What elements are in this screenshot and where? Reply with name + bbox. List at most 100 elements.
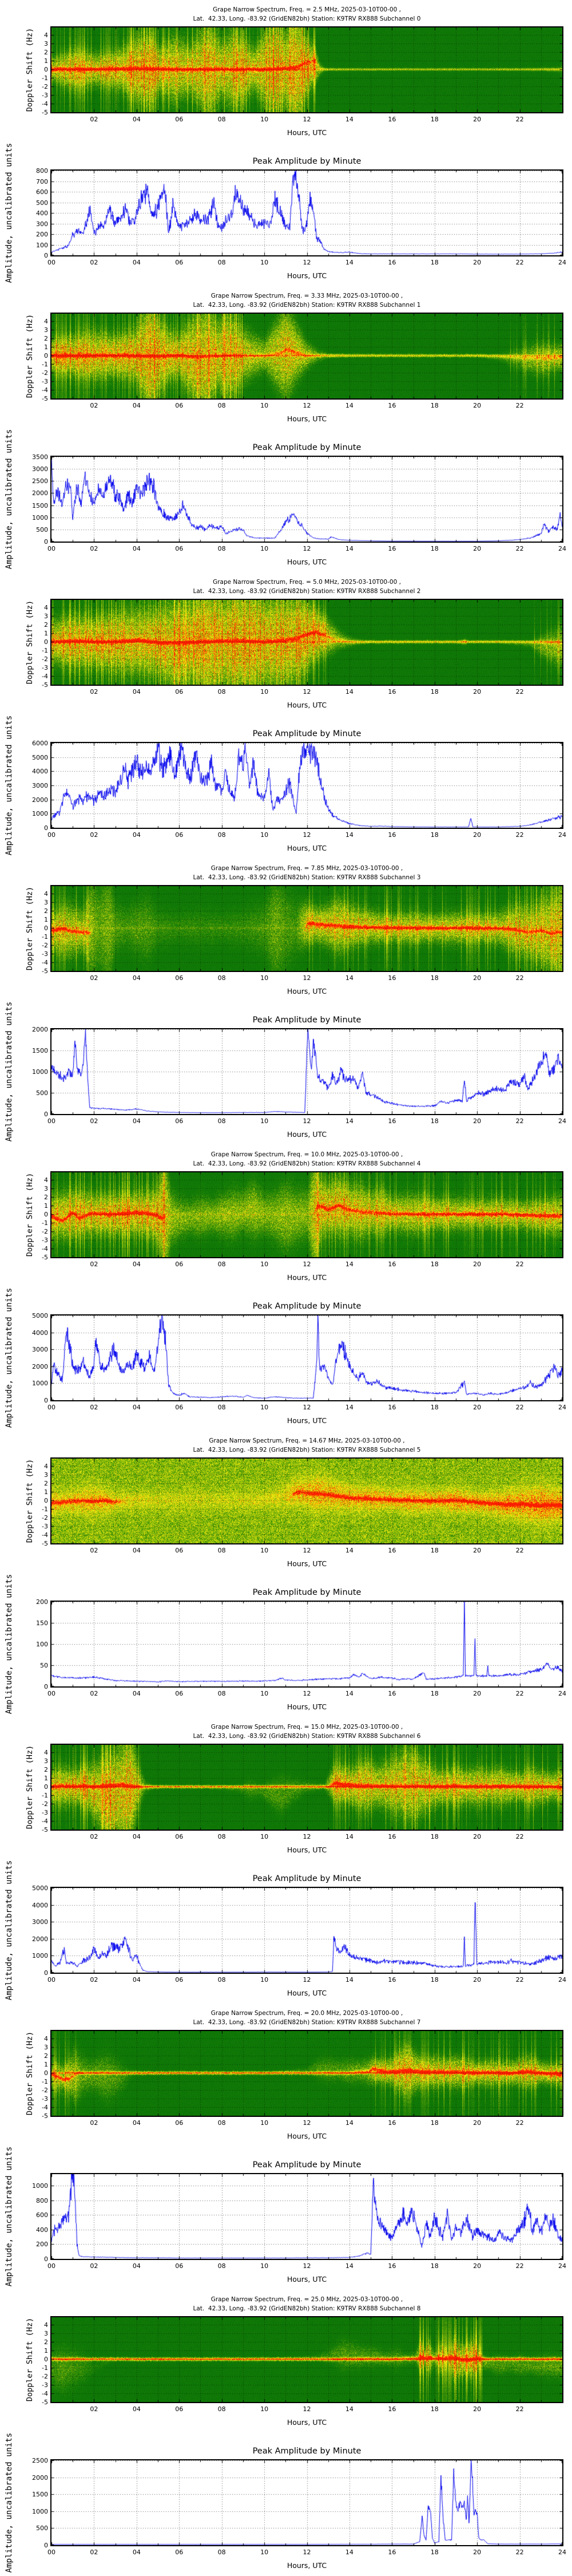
x-tick-label: 04 [132,974,141,982]
line-chart-canvas [50,1601,563,1688]
y-axis-label: Amplitude, uncalibrated units [5,2432,14,2573]
x-tick-label: 00 [47,2262,55,2270]
spectrogram-canvas [50,313,563,400]
y-tick-label: 3 [44,2044,48,2052]
y-tick-label: 5000 [32,1884,48,1892]
y-tick-label: -5 [42,2112,48,2120]
x-tick-label: 04 [132,1976,141,1984]
y-tick-label: 1000 [32,810,48,818]
spectrogram-subchannel-8: Grape Narrow Spectrum, Freq. = 25.0 MHz,… [0,2290,572,2433]
x-tick-label: 08 [217,2405,226,2413]
x-tick-label: 02 [90,2262,98,2270]
x-tick-label: 18 [430,402,439,409]
x-tick-label: 16 [388,2549,396,2556]
x-tick-label: 14 [345,2405,353,2413]
y-tick-label: -5 [42,1254,48,1261]
x-tick-label: 02 [90,1117,98,1125]
x-tick-label: 12 [303,688,311,696]
x-tick-label: 20 [473,2119,482,2127]
x-tick-label: 20 [473,1833,482,1840]
x-tick-label: 18 [430,2119,439,2127]
x-tick-label: 06 [175,1833,184,1840]
y-tick-label: -4 [42,1818,48,1826]
y-tick-label: 800 [36,167,48,175]
y-tick-label: -2 [42,1228,48,1236]
y-tick-label: 100 [36,241,48,249]
peak-amplitude-chart-subchannel-2: Peak Amplitude by Minute Amplitude, uncal… [0,716,572,859]
chart-title-line1: Grape Narrow Spectrum, Freq. = 2.5 MHz, … [213,6,401,13]
x-tick-label: 18 [430,259,439,266]
x-tick-label: 06 [175,1547,184,1554]
x-tick-label: 18 [430,1404,439,1411]
x-tick-label: 18 [430,1833,439,1840]
chart-title-line2: Lat. 42.33, Long. -83.92 (GridEN82bh) St… [193,2019,421,2026]
y-tick-label: 3 [44,1471,48,1479]
x-tick-label: 16 [388,2405,396,2413]
x-tick-label: 16 [388,1547,396,1554]
y-tick-label: 1 [44,630,48,638]
y-tick-label: 50 [40,1662,48,1669]
x-tick-label: 20 [473,2405,482,2413]
x-tick-label: 10 [260,1547,269,1554]
line-chart-canvas [50,2459,563,2546]
x-tick-label: 08 [217,402,226,409]
y-tick-label: 1 [44,1202,48,1210]
x-tick-label: 14 [345,1690,353,1697]
y-tick-label: -4 [42,1531,48,1539]
x-tick-label: 12 [303,2262,311,2270]
y-tick-label: -1 [42,2364,48,2372]
x-tick-label: 02 [90,688,98,696]
x-tick-label: 08 [217,974,226,982]
y-tick-label: -5 [42,681,48,689]
line-chart-canvas [50,1314,563,1401]
y-tick-label: 400 [36,210,48,217]
x-tick-label: 20 [473,2549,482,2556]
x-tick-label: 20 [473,974,482,982]
y-tick-label: 0 [44,1211,48,1219]
y-tick-label: 1 [44,1488,48,1496]
x-tick-label: 02 [90,116,98,123]
x-tick-label: 08 [217,1690,226,1697]
line-chart-canvas [50,1887,563,1974]
x-tick-label: 18 [430,2549,439,2556]
y-tick-label: -2 [42,2087,48,2095]
chart-title-line1: Grape Narrow Spectrum, Freq. = 7.85 MHz,… [210,865,403,872]
x-tick-label: 08 [217,545,226,552]
spectrogram-subchannel-3: Grape Narrow Spectrum, Freq. = 7.85 MHz,… [0,859,572,1002]
x-tick-label: 24 [558,1117,566,1125]
x-tick-label: 22 [515,1833,524,1840]
y-tick-label: 3 [44,326,48,334]
spectrogram-canvas [50,599,563,686]
spectrogram-subchannel-4: Grape Narrow Spectrum, Freq. = 10.0 MHz,… [0,1145,572,1288]
y-tick-label: -5 [42,109,48,116]
x-tick-label: 08 [217,116,226,123]
x-tick-label: 24 [558,2262,566,2270]
x-tick-label: 24 [558,2549,566,2556]
y-tick-label: 0 [44,1497,48,1505]
x-tick-label: 18 [430,2262,439,2270]
x-tick-label: 08 [217,1404,226,1411]
spectrogram-canvas [50,1457,563,1544]
x-tick-label: 22 [515,1976,524,1984]
x-axis-label: Hours, UTC [287,558,327,566]
line-chart-canvas [50,742,563,829]
y-tick-label: -3 [42,92,48,100]
y-tick-label: 2000 [32,1362,48,1370]
x-tick-label: 00 [47,545,55,552]
y-tick-label: -3 [42,2095,48,2103]
x-tick-label: 12 [303,1547,311,1554]
peak-amplitude-chart-subchannel-7: Peak Amplitude by Minute Amplitude, uncal… [0,2147,572,2290]
x-tick-label: 22 [515,1690,524,1697]
y-axis-label: Amplitude, uncalibrated units [5,429,14,570]
x-tick-label: 00 [47,831,55,839]
y-axis-label: Amplitude, uncalibrated units [5,143,14,283]
x-tick-label: 12 [303,1404,311,1411]
x-tick-label: 18 [430,1690,439,1697]
y-tick-label: 1000 [32,2182,48,2190]
y-tick-label: 3500 [32,453,48,461]
y-tick-label: 2 [44,49,48,57]
x-tick-label: 10 [260,1117,269,1125]
y-tick-label: -4 [42,2104,48,2112]
x-tick-label: 24 [558,831,566,839]
